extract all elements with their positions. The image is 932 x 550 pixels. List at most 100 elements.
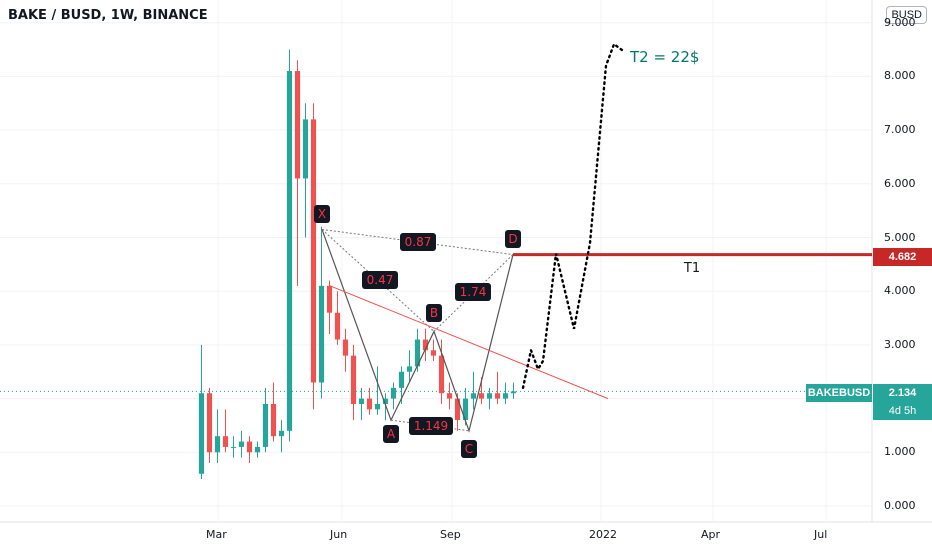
pattern-point-label-box [461, 440, 477, 458]
x-tick-label: Apr [701, 528, 721, 541]
candle-body [422, 339, 429, 351]
candle-countdown: 4d 5h [873, 402, 932, 420]
candle-body [206, 393, 213, 453]
candle[interactable] [510, 382, 517, 399]
candle[interactable] [438, 339, 445, 404]
current-price-label: 2.134 [873, 384, 932, 402]
candle[interactable] [366, 387, 373, 415]
y-tick-label: 0.000 [884, 499, 916, 512]
pattern-point-label: B [430, 306, 438, 320]
x-tick-label: Jul [814, 528, 828, 541]
y-tick-label: 3.000 [884, 337, 916, 351]
candle-body [358, 398, 365, 404]
pattern-point-label-box [314, 205, 330, 223]
candle[interactable] [222, 409, 229, 453]
pattern-point-label-box [383, 425, 399, 443]
candle[interactable] [470, 371, 477, 410]
candle[interactable] [198, 344, 205, 480]
candle[interactable] [294, 60, 301, 286]
candle[interactable] [334, 291, 341, 345]
candle[interactable] [318, 226, 325, 399]
fib-ratio-label-box [409, 417, 453, 435]
candle-body [430, 350, 437, 356]
candle[interactable] [342, 328, 349, 372]
candle[interactable] [350, 344, 357, 421]
fib-ratio-label-box [400, 233, 436, 251]
candle-body [510, 391, 517, 394]
pattern-point-label-box [505, 230, 521, 248]
candle[interactable] [286, 49, 293, 442]
candle-body [446, 393, 453, 399]
y-tick-label: 5.000 [884, 230, 916, 244]
currency-button[interactable]: BUSD [886, 6, 927, 24]
target-t1-label: T1 [683, 261, 700, 276]
x-tick-label: Jun [330, 528, 348, 541]
candle[interactable] [302, 103, 309, 238]
candle[interactable] [382, 393, 389, 421]
pattern-point-label: D [508, 232, 517, 246]
chart-title: BAKE / BUSD, 1W, BINANCE [8, 8, 208, 23]
y-tick-label: 4.000 [884, 284, 916, 298]
candle[interactable] [278, 420, 285, 453]
y-tick-label: 8.000 [884, 69, 916, 83]
candle-body [198, 393, 205, 474]
target-t2-label: T2 = 22$ [629, 48, 699, 66]
fib-ratio-label: 0.47 [367, 273, 394, 287]
candle[interactable] [246, 436, 253, 464]
candle[interactable] [206, 387, 213, 464]
candle[interactable] [502, 382, 509, 404]
pattern-point-label: X [318, 207, 326, 221]
x-tick-label: Mar [206, 528, 227, 541]
candle-body [302, 119, 309, 179]
candle-body [238, 441, 245, 447]
candle[interactable] [494, 371, 501, 404]
candle[interactable] [406, 350, 413, 383]
fib-ratio-label: 1.74 [460, 285, 487, 299]
candle-body [214, 436, 221, 453]
x-tick-label: Sep [440, 528, 461, 541]
candle-body [398, 371, 405, 388]
y-tick-label: 1.000 [884, 445, 916, 459]
pattern-point-label-box [426, 304, 442, 322]
candle-body [486, 393, 493, 399]
candle-body [406, 366, 413, 372]
candle[interactable] [270, 382, 277, 442]
candle[interactable] [310, 103, 317, 410]
pattern-point-label: A [387, 427, 396, 441]
fib-ratio-label: 0.87 [405, 235, 432, 249]
candle[interactable] [430, 339, 437, 362]
candle[interactable] [262, 387, 269, 453]
y-tick-label: 6.000 [884, 176, 916, 190]
fib-ratio-label-box [362, 271, 398, 289]
fib-ratio-label: 1.149 [414, 419, 448, 433]
y-tick-label: 9.000 [884, 15, 916, 29]
candle-body [366, 398, 373, 410]
candle[interactable] [374, 366, 381, 415]
candle[interactable] [422, 328, 429, 362]
candle-body [494, 393, 501, 399]
candle-body [278, 430, 285, 437]
candle-body [438, 355, 445, 394]
candle-body [382, 398, 389, 404]
candle[interactable] [358, 387, 365, 421]
candle-body [478, 393, 485, 399]
ratio-connector [390, 419, 470, 432]
candle[interactable] [446, 382, 453, 410]
trend-line[interactable] [329, 285, 609, 400]
y-tick-label: 7.000 [884, 123, 916, 137]
candle-body [462, 398, 469, 421]
candle[interactable] [254, 441, 261, 458]
candle-body [246, 441, 253, 453]
ratio-connector [321, 229, 435, 332]
candle-body [318, 285, 325, 383]
candle[interactable] [486, 387, 493, 410]
candle[interactable] [390, 382, 397, 410]
candle[interactable] [326, 280, 333, 335]
candle[interactable] [238, 430, 245, 458]
candle[interactable] [214, 409, 221, 464]
target-price-label: 4.682 [873, 248, 932, 266]
candle-body [334, 312, 341, 340]
candle[interactable] [230, 436, 237, 458]
fib-ratio-label-box [455, 283, 491, 301]
